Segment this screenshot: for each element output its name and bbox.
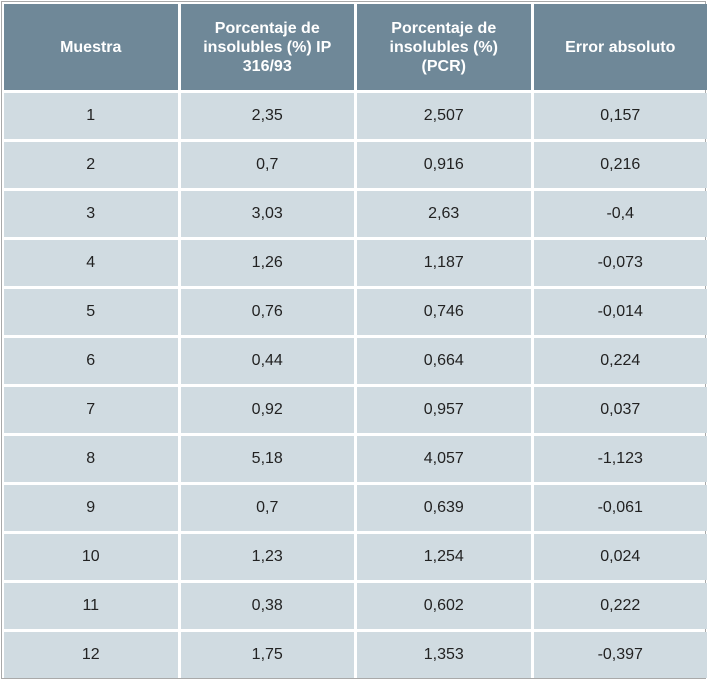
table-cell: 8: [4, 436, 178, 482]
table-cell: -0,397: [533, 632, 707, 678]
header-cell: Error absoluto: [533, 4, 707, 90]
header-row: Muestra Porcentaje de insolubles (%) IP 3…: [4, 4, 707, 90]
table-cell: 0,037: [533, 387, 707, 433]
table-cell: 0,216: [533, 142, 707, 188]
table-cell: 12: [4, 632, 178, 678]
table-cell: 0,664: [357, 338, 531, 384]
table-cell: 1,26: [180, 240, 354, 286]
table-cell: 0,44: [180, 338, 354, 384]
table-cell: 6: [4, 338, 178, 384]
table-cell: 5,18: [180, 436, 354, 482]
table-cell: 0,38: [180, 583, 354, 629]
table-cell: 0,602: [357, 583, 531, 629]
header-cell: Porcentaje de insolubles (%) (PCR): [357, 4, 531, 90]
table-cell: 1,23: [180, 534, 354, 580]
table-cell: 0,639: [357, 485, 531, 531]
table-cell: 9: [4, 485, 178, 531]
table-cell: 0,916: [357, 142, 531, 188]
table-row: 5 0,76 0,746 -0,014: [4, 289, 707, 335]
table-cell: 0,76: [180, 289, 354, 335]
table-cell: 10: [4, 534, 178, 580]
table-cell: 0,224: [533, 338, 707, 384]
table-row: 7 0,92 0,957 0,037: [4, 387, 707, 433]
table-cell: 1,187: [357, 240, 531, 286]
table-cell: 0,222: [533, 583, 707, 629]
table-row: 1 2,35 2,507 0,157: [4, 93, 707, 139]
table-cell: 7: [4, 387, 178, 433]
table-cell: 2,63: [357, 191, 531, 237]
header-cell: Porcentaje de insolubles (%) IP 316/93: [180, 4, 354, 90]
table-cell: 0,957: [357, 387, 531, 433]
table-cell: 0,157: [533, 93, 707, 139]
table-cell: 0,92: [180, 387, 354, 433]
table-cell: -0,061: [533, 485, 707, 531]
table-cell: 2,35: [180, 93, 354, 139]
table-cell: 1,353: [357, 632, 531, 678]
table-cell: 1,75: [180, 632, 354, 678]
table-cell: 4,057: [357, 436, 531, 482]
table-cell: 2: [4, 142, 178, 188]
table-cell: 1,254: [357, 534, 531, 580]
table-cell: 11: [4, 583, 178, 629]
table-row: 6 0,44 0,664 0,224: [4, 338, 707, 384]
table-row: 3 3,03 2,63 -0,4: [4, 191, 707, 237]
table-row: 4 1,26 1,187 -0,073: [4, 240, 707, 286]
table-cell: 0,7: [180, 485, 354, 531]
table-row: 10 1,23 1,254 0,024: [4, 534, 707, 580]
table-cell: 0,024: [533, 534, 707, 580]
table-row: 12 1,75 1,353 -0,397: [4, 632, 707, 678]
table-body: 1 2,35 2,507 0,157 2 0,7 0,916 0,216 3 3,03 2,63 -0…: [4, 93, 707, 678]
table-cell: 0,7: [180, 142, 354, 188]
table-row: 8 5,18 4,057 -1,123: [4, 436, 707, 482]
table-cell: 3,03: [180, 191, 354, 237]
table-row: 9 0,7 0,639 -0,061: [4, 485, 707, 531]
table-cell: -1,123: [533, 436, 707, 482]
table-row: 11 0,38 0,602 0,222: [4, 583, 707, 629]
table-cell: 3: [4, 191, 178, 237]
table-cell: 0,746: [357, 289, 531, 335]
header-cell: Muestra: [4, 4, 178, 90]
table-cell: 4: [4, 240, 178, 286]
table-cell: 5: [4, 289, 178, 335]
table-cell: -0,014: [533, 289, 707, 335]
table-cell: 2,507: [357, 93, 531, 139]
table-cell: 1: [4, 93, 178, 139]
table-row: 2 0,7 0,916 0,216: [4, 142, 707, 188]
table-cell: -0,073: [533, 240, 707, 286]
table-cell: -0,4: [533, 191, 707, 237]
